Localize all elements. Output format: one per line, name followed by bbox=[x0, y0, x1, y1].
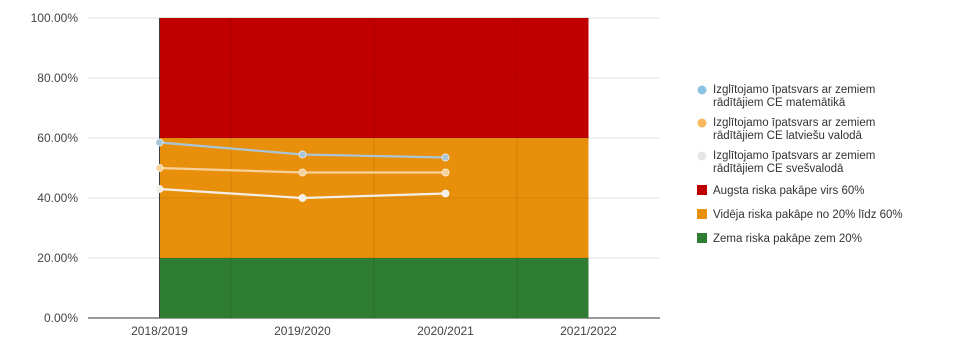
data-point bbox=[441, 153, 450, 162]
legend-swatch bbox=[697, 185, 707, 195]
legend-marker bbox=[697, 118, 707, 128]
y-tick-label: 40.00% bbox=[37, 191, 78, 205]
y-tick-label: 80.00% bbox=[37, 71, 78, 85]
band-layer bbox=[159, 18, 589, 318]
x-tick-label: 2020/2021 bbox=[417, 324, 474, 338]
risk-band bbox=[159, 138, 589, 258]
x-tick-label: 2021/2022 bbox=[560, 324, 617, 338]
risk-band bbox=[159, 18, 589, 138]
data-point bbox=[298, 194, 307, 202]
data-point bbox=[441, 189, 450, 198]
legend-label: rādītājiem CE svešvalodā bbox=[713, 163, 844, 175]
series-layer bbox=[155, 138, 450, 202]
legend-marker bbox=[697, 85, 707, 95]
data-point bbox=[298, 168, 307, 177]
y-tick-label: 100.00% bbox=[31, 11, 79, 25]
x-tick-label: 2018/2019 bbox=[131, 324, 188, 338]
data-point bbox=[155, 185, 164, 193]
y-tick-label: 60.00% bbox=[37, 131, 78, 145]
axis-layer: 0.00% 20.00% 40.00% 60.00% 80.00% 100.00% 2018… bbox=[31, 11, 618, 338]
legend-label: rādītājiem CE latviešu valodā bbox=[713, 130, 863, 142]
legend: Izglītojamo īpatsvars ar zemiemrādītājie… bbox=[697, 84, 903, 245]
legend-label: rādītājiem CE matemātikā bbox=[713, 97, 846, 109]
legend-label: Izglītojamo īpatsvars ar zemiem bbox=[713, 84, 875, 96]
data-point bbox=[155, 164, 164, 172]
legend-label: Izglītojamo īpatsvars ar zemiem bbox=[713, 150, 875, 162]
x-tick-label: 2019/2020 bbox=[274, 324, 331, 338]
data-point bbox=[155, 138, 164, 147]
legend-label: Augsta riska pakāpe virs 60% bbox=[713, 185, 865, 197]
data-point bbox=[441, 168, 450, 177]
legend-marker bbox=[697, 151, 707, 161]
data-point bbox=[298, 150, 307, 159]
legend-swatch bbox=[697, 209, 707, 219]
legend-label: Vidēja riska pakāpe no 20% līdz 60% bbox=[713, 209, 903, 221]
vertical-grid-layer bbox=[159, 17, 589, 318]
legend-label: Izglītojamo īpatsvars ar zemiem bbox=[713, 117, 875, 129]
legend-label: Zema riska pakāpe zem 20% bbox=[713, 233, 862, 245]
legend-swatch bbox=[697, 233, 707, 243]
y-tick-label: 0.00% bbox=[44, 311, 78, 325]
y-tick-label: 20.00% bbox=[37, 251, 78, 265]
risk-band bbox=[159, 258, 589, 318]
